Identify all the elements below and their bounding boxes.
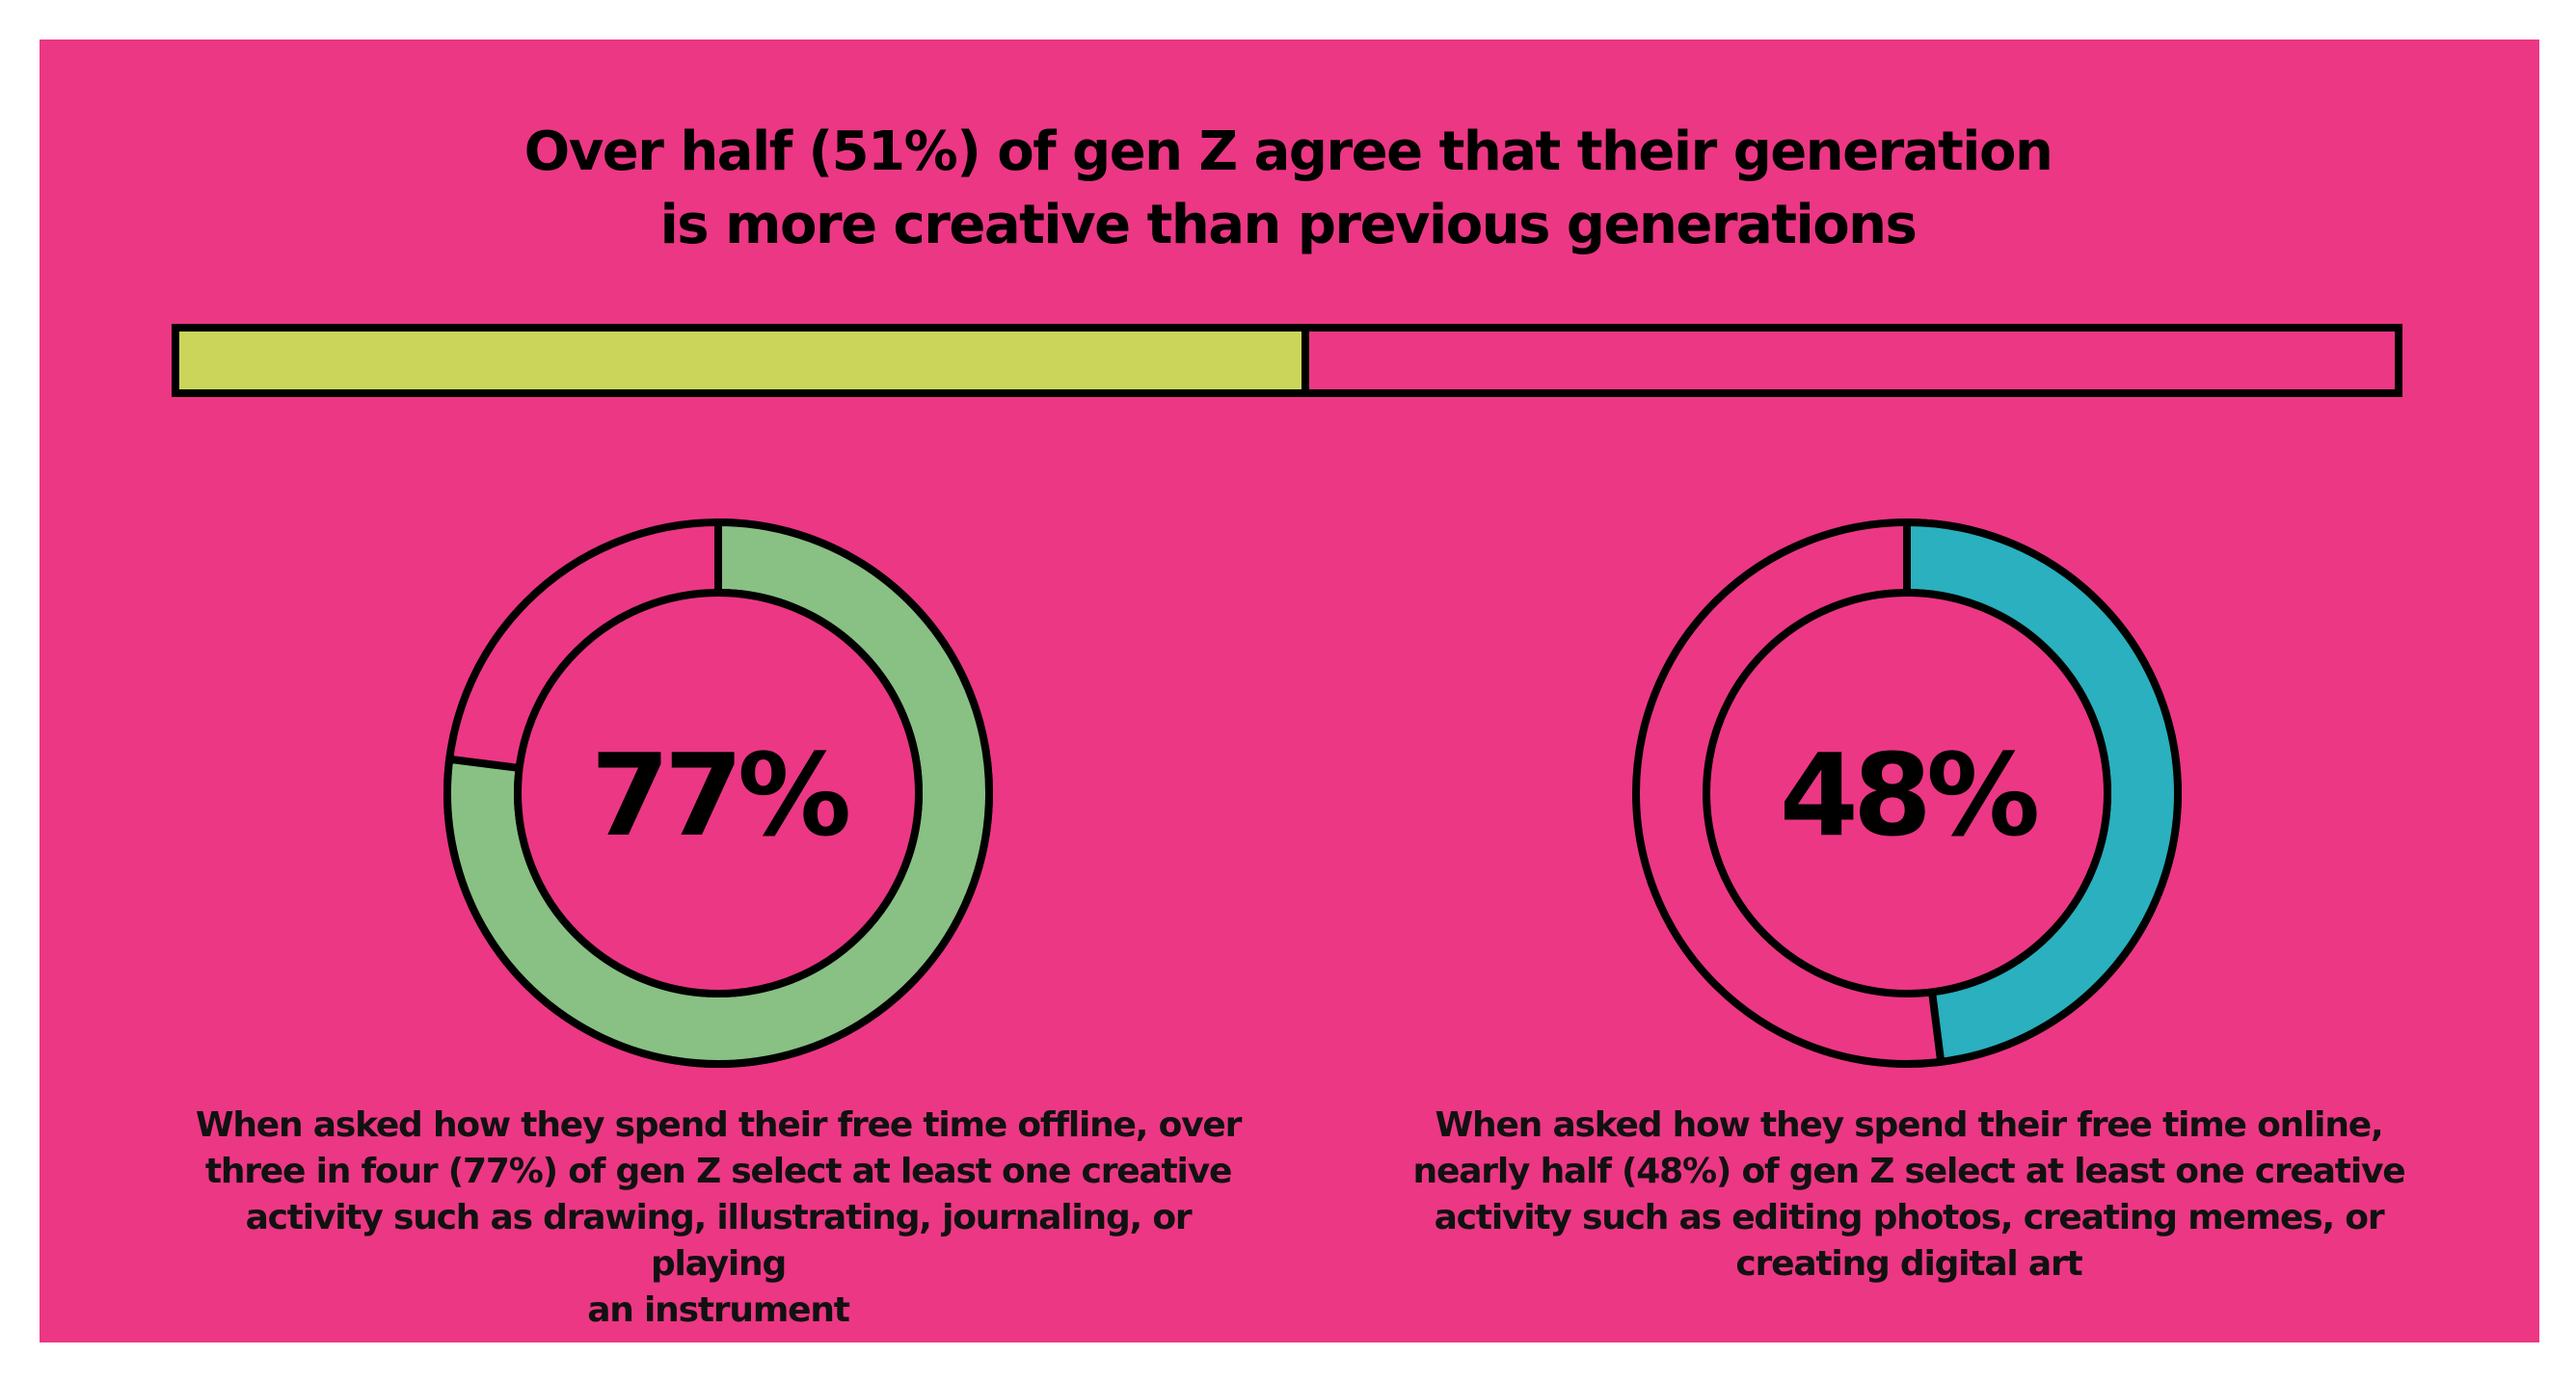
offline-creative-donut: 77%	[443, 518, 993, 1068]
online-caption-line: nearly half (48%) of gen Z select at lea…	[1412, 1152, 2406, 1191]
agree-progress-bar	[172, 324, 2402, 397]
offline-caption: When asked how they spend their free tim…	[193, 1103, 1244, 1334]
online-caption-line: creating digital art	[1735, 1244, 2082, 1284]
headline-line-1: Over half (51%) of gen Z agree that thei…	[523, 120, 2053, 183]
online-caption-line: When asked how they spend their free tim…	[1435, 1105, 2384, 1145]
agree-progress-fill	[179, 332, 1309, 389]
offline-donut-percent-label: 77%	[591, 729, 848, 862]
online-caption-line: activity such as editing photos, creatin…	[1434, 1198, 2385, 1237]
offline-caption-line: three in four (77%) of gen Z select at l…	[204, 1152, 1233, 1191]
offline-caption-line: activity such as drawing, illustrating, …	[245, 1198, 1193, 1284]
headline-line-2: is more creative than previous generatio…	[659, 194, 1918, 256]
headline: Over half (51%) of gen Z agree that thei…	[0, 116, 2576, 262]
online-caption: When asked how they spend their free tim…	[1398, 1103, 2420, 1288]
offline-caption-line: When asked how they spend their free tim…	[195, 1105, 1243, 1145]
online-donut-percent-label: 48%	[1780, 729, 2037, 862]
offline-caption-line: an instrument	[587, 1290, 850, 1330]
online-creative-donut: 48%	[1632, 518, 2182, 1068]
